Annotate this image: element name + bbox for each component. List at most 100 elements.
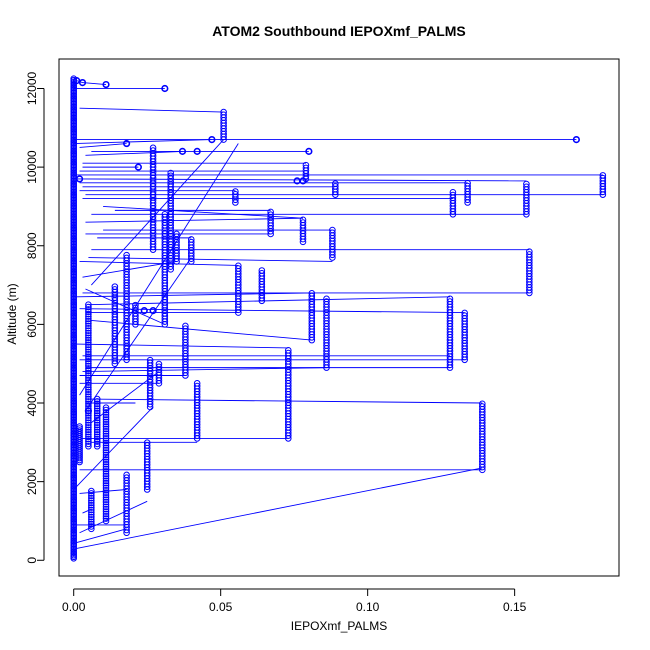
data-point (88, 518, 95, 526)
connector-line (79, 500, 148, 534)
connector-line (85, 217, 303, 223)
data-point (305, 147, 313, 155)
data-point (102, 451, 110, 459)
data-point (85, 353, 92, 360)
data-point (85, 405, 92, 412)
data-point (523, 180, 530, 188)
data-point (76, 423, 83, 430)
data-point (102, 508, 110, 515)
data-point (85, 400, 92, 408)
data-point (85, 332, 92, 339)
axes: 0.00 0.05 0.10 0.15 0 2000 4000 6000 8000 10000 12… (25, 71, 526, 614)
data-point (93, 431, 101, 438)
data-point (102, 435, 110, 442)
y-tick-label: 2000 (25, 468, 39, 495)
data-point (88, 499, 95, 507)
data-point (146, 356, 154, 364)
data-point (85, 336, 92, 344)
data-point (88, 504, 95, 511)
data-point (123, 471, 130, 479)
data-point (449, 191, 457, 199)
data-point (187, 236, 195, 243)
data-point (85, 325, 92, 332)
data-point (102, 423, 110, 430)
data-point (302, 161, 310, 169)
data-point (102, 512, 110, 520)
data-point (123, 254, 130, 262)
data-markers (70, 75, 607, 562)
connector-lines (73, 80, 603, 549)
y-axis-label: Altitude (m) (5, 283, 19, 344)
data-point (102, 503, 110, 511)
data-point (523, 183, 530, 191)
data-point (526, 248, 533, 255)
data-point (85, 431, 92, 438)
data-point (85, 424, 92, 431)
data-point (85, 303, 92, 311)
data-point (323, 298, 330, 305)
data-point (85, 383, 92, 391)
data-point (102, 437, 110, 445)
data-point (88, 497, 95, 504)
y-tick-label: 0 (25, 557, 39, 564)
data-point (102, 515, 110, 522)
data-point (102, 439, 110, 447)
data-point (102, 498, 110, 506)
data-point (102, 430, 110, 437)
y-tick-label: 10000 (25, 150, 39, 184)
data-point (464, 182, 471, 190)
data-point (149, 307, 157, 315)
data-point (93, 440, 101, 448)
data-point (308, 292, 316, 300)
connector-line (103, 205, 304, 219)
data-point (85, 372, 92, 379)
data-point (446, 298, 454, 305)
data-point (102, 470, 110, 478)
data-point (88, 506, 95, 514)
data-point (85, 346, 92, 353)
data-point (102, 479, 110, 487)
data-point (111, 286, 119, 293)
data-point (85, 369, 92, 377)
data-point (187, 238, 195, 246)
data-point (88, 525, 95, 533)
connector-line (76, 528, 127, 544)
data-point (93, 409, 101, 417)
data-point (143, 442, 151, 449)
data-point (102, 505, 110, 513)
data-point (85, 442, 92, 450)
data-point (146, 359, 154, 367)
data-point (149, 144, 157, 152)
data-point (173, 230, 180, 238)
data-point (149, 147, 157, 154)
connector-line (76, 292, 312, 298)
data-point (178, 147, 187, 155)
data-point (102, 411, 110, 419)
data-point (302, 164, 310, 172)
data-point (85, 301, 92, 309)
data-point (85, 388, 92, 396)
data-point (85, 381, 92, 389)
data-point (85, 339, 92, 346)
data-point (85, 315, 92, 323)
data-point (102, 489, 110, 496)
data-point (85, 329, 92, 337)
data-point (85, 320, 92, 327)
connector-line (73, 406, 154, 490)
data-point (461, 309, 468, 317)
data-point (102, 456, 110, 463)
data-point (102, 444, 110, 452)
data-point (85, 409, 92, 417)
data-point (85, 395, 92, 403)
data-point (85, 362, 92, 370)
data-point (85, 358, 92, 365)
data-point (85, 421, 92, 429)
data-point (93, 407, 101, 415)
y-tick-label: 6000 (25, 311, 39, 338)
data-point (88, 501, 95, 509)
data-point (88, 523, 95, 530)
data-point (134, 163, 142, 171)
data-point (526, 251, 533, 258)
data-point (85, 386, 92, 393)
data-point (93, 424, 101, 431)
